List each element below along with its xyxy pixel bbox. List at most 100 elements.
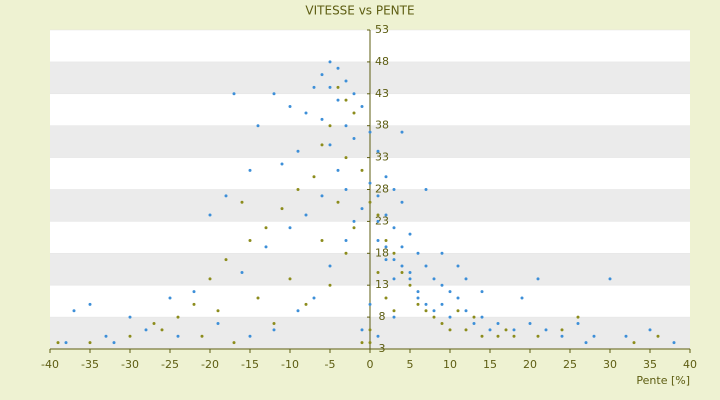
point [88,341,92,345]
point [336,200,340,204]
point [392,188,396,191]
point [480,290,484,294]
point [344,79,348,83]
point [216,309,220,313]
point [560,334,564,338]
point [328,264,332,268]
y-tick-label: 33 [375,151,389,164]
point [488,328,492,332]
x-tick-label: 5 [407,358,414,371]
point [392,309,396,313]
point [392,251,396,255]
point [384,245,388,249]
x-tick-label: 15 [483,358,497,371]
point [360,105,364,109]
point [560,328,564,332]
x-tick-label: -20 [201,358,219,371]
x-tick-label: -10 [281,358,299,371]
point [424,264,428,268]
point [192,302,196,306]
x-tick-label: 20 [523,358,537,371]
point [360,207,364,211]
point [344,239,348,243]
point [160,328,164,332]
y-tick-label: 13 [375,278,389,291]
point [152,321,156,325]
point [128,315,132,319]
point [496,334,500,338]
point [256,124,260,128]
point [384,213,388,217]
point [424,188,428,191]
point [176,315,180,319]
point [456,264,460,268]
point [352,136,356,140]
point [328,60,332,64]
point [368,302,372,306]
point [336,98,340,102]
point [376,239,380,243]
point [248,168,252,172]
point [384,175,388,179]
point [224,194,228,198]
point [200,334,204,338]
point [56,341,60,345]
point [360,328,364,332]
point [512,334,516,338]
point [416,290,420,294]
point [304,213,308,217]
point [440,321,444,325]
point [400,270,404,274]
point [376,213,380,217]
point [464,277,468,281]
point [440,302,444,306]
point [352,219,356,223]
point [448,290,452,294]
point [232,92,236,96]
y-tick-label: 28 [375,183,389,196]
point [296,149,300,153]
point [208,213,212,217]
point [128,334,132,338]
point [264,226,268,230]
point [280,162,284,166]
point [392,315,396,319]
point [336,168,340,172]
y-tick-label: 48 [375,55,389,68]
point [400,200,404,204]
y-tick-label: 43 [375,87,389,100]
point [296,309,300,313]
point [272,92,276,96]
point [504,328,508,332]
x-tick-label: -35 [81,358,99,371]
point [424,302,428,306]
point [336,66,340,70]
point [368,341,372,345]
point [472,321,476,325]
point [360,168,364,172]
point [288,226,292,230]
point [432,277,436,281]
point [296,188,300,191]
point [408,283,412,287]
point [320,143,324,147]
point [72,309,76,313]
x-axis-label: Pente [%] [636,374,690,387]
point [472,315,476,319]
point [632,341,636,345]
point [384,239,388,243]
point [496,321,500,325]
point [464,309,468,313]
point [608,277,612,281]
point [336,85,340,89]
point [368,130,372,134]
point [544,328,548,332]
point [248,334,252,338]
point [440,251,444,255]
point [408,232,412,236]
point [320,194,324,198]
point [376,334,380,338]
point [400,264,404,268]
x-tick-label: 40 [683,358,697,371]
